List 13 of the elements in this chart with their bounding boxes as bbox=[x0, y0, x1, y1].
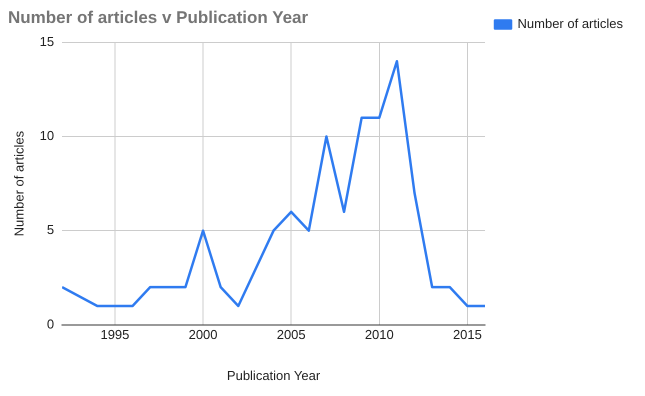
y-tick-label: 0 bbox=[46, 316, 54, 332]
x-tick-label: 1995 bbox=[100, 327, 130, 342]
legend-label: Number of articles bbox=[518, 16, 624, 32]
chart-title: Number of articles v Publication Year bbox=[8, 8, 309, 27]
x-tick-label: 2015 bbox=[452, 327, 482, 342]
y-axis-title: Number of articles bbox=[11, 130, 26, 236]
y-tick-label: 15 bbox=[40, 34, 54, 49]
x-tick-label: 2000 bbox=[188, 327, 218, 342]
y-tick-label: 10 bbox=[40, 128, 54, 144]
x-axis-title: Publication Year bbox=[226, 368, 321, 383]
x-tick-label: 2010 bbox=[364, 327, 394, 342]
x-tick-label: 2005 bbox=[276, 327, 306, 342]
y-tick-label: 5 bbox=[46, 222, 54, 238]
